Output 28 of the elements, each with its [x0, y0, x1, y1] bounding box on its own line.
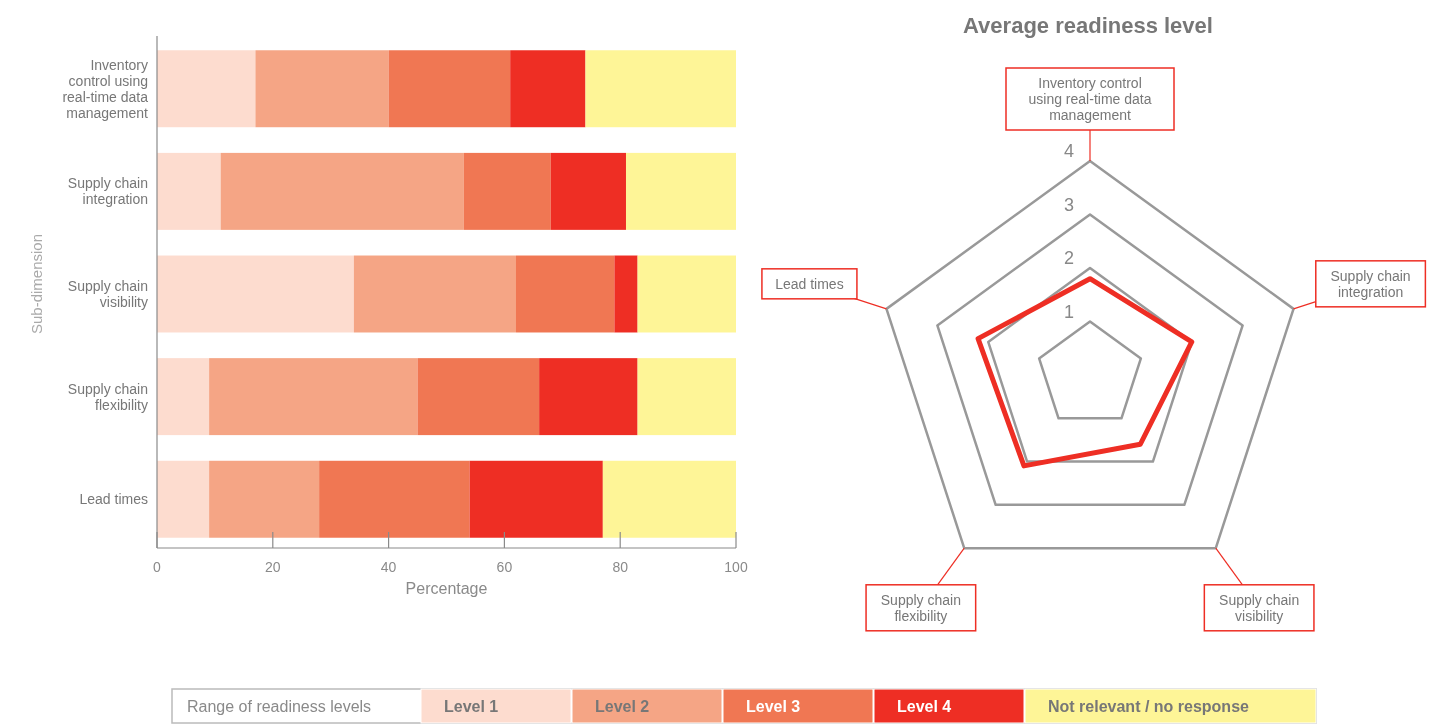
- y-axis-title: Sub-dimension: [28, 233, 45, 335]
- spoke-label: Lead times: [775, 275, 844, 292]
- x-tick-label: 80: [612, 559, 629, 575]
- x-tick-label: 40: [380, 559, 397, 575]
- text: Level 1: [444, 698, 499, 715]
- x-tick-label: 0: [153, 559, 162, 575]
- y-tick-label: Supply chain integration: [67, 175, 148, 208]
- spoke-label: Supply chain integration: [1330, 267, 1411, 300]
- text: Level 4: [897, 698, 952, 715]
- text: Level 2: [595, 698, 650, 715]
- y-tick-label: Lead times: [79, 491, 148, 508]
- y-tick-label: Supply chain visibility: [67, 278, 148, 310]
- legend-title: Range of readiness levels: [187, 698, 372, 715]
- y-tick-label: 3: [1064, 194, 1075, 215]
- spoke-label: Supply chain flexibility: [880, 591, 961, 624]
- y-tick-label: 2: [1064, 248, 1075, 268]
- x-tick-label: 60: [496, 559, 513, 575]
- y-tick-label: Supply chain flexibility: [67, 380, 148, 413]
- text: Level 3: [746, 698, 801, 715]
- spoke-label: Supply chain visibility: [1219, 591, 1300, 624]
- x-tick-label: 20: [265, 559, 281, 575]
- x-axis-title: Percentage: [405, 580, 488, 597]
- y-tick-label: Inventory control using real-time data management: [62, 56, 149, 121]
- chart-title: Average readiness level: [963, 13, 1213, 38]
- text: Not relevant / no response: [1048, 698, 1250, 715]
- x-tick-label: 100: [724, 559, 748, 575]
- y-tick-label: 4: [1064, 141, 1075, 161]
- y-tick-label: 1: [1064, 301, 1075, 322]
